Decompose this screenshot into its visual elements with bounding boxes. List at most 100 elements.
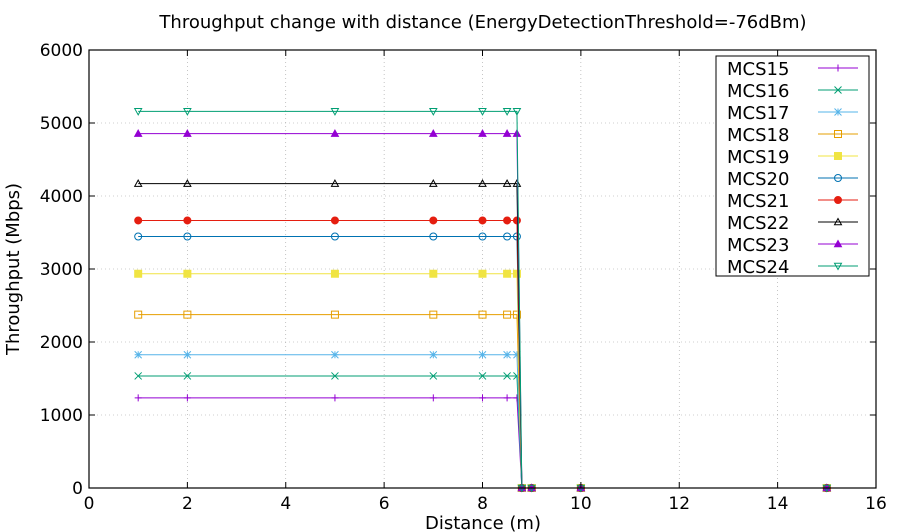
data-point bbox=[134, 216, 143, 225]
data-point bbox=[512, 179, 522, 187]
x-tick-label: 8 bbox=[477, 494, 488, 514]
data-point bbox=[429, 216, 438, 225]
legend-label: MCS23 bbox=[727, 235, 789, 256]
data-point bbox=[479, 394, 486, 402]
legend-marker bbox=[834, 64, 842, 72]
y-tick-label: 0 bbox=[72, 479, 83, 499]
legend-item-mcs19: MCS19 bbox=[727, 147, 858, 168]
data-point bbox=[134, 350, 143, 359]
data-point bbox=[478, 310, 487, 319]
data-point bbox=[429, 269, 438, 278]
data-point bbox=[330, 129, 340, 137]
chart-title: Throughput change with distance (EnergyD… bbox=[158, 12, 806, 33]
legend-marker bbox=[833, 262, 843, 271]
data-point bbox=[478, 350, 487, 359]
data-point bbox=[331, 394, 339, 402]
y-tick-label: 2000 bbox=[40, 333, 83, 353]
x-tick-label: 2 bbox=[182, 494, 193, 514]
legend-item-mcs20: MCS20 bbox=[727, 169, 858, 190]
data-point bbox=[133, 108, 143, 116]
data-point bbox=[183, 232, 192, 241]
legend-box bbox=[715, 55, 870, 277]
legend-marker bbox=[834, 174, 842, 182]
data-point bbox=[512, 310, 521, 319]
data-point bbox=[513, 350, 521, 359]
data-point bbox=[183, 108, 192, 116]
data-point bbox=[330, 179, 340, 187]
legend-marker bbox=[833, 239, 843, 248]
data-point bbox=[478, 129, 487, 137]
data-point bbox=[512, 269, 521, 278]
data-point bbox=[503, 310, 512, 319]
x-tick-label: 0 bbox=[84, 494, 95, 514]
data-point bbox=[330, 310, 339, 319]
legend-label: MCS20 bbox=[727, 169, 789, 190]
legend: MCS15MCS16MCS17MCS18MCS19MCS20MCS21MCS22… bbox=[715, 55, 870, 278]
data-point bbox=[428, 129, 438, 137]
data-point bbox=[429, 394, 437, 402]
data-point bbox=[183, 179, 192, 187]
y-tick-label: 6000 bbox=[40, 41, 83, 61]
data-point bbox=[512, 216, 521, 225]
data-point bbox=[478, 108, 487, 116]
data-point bbox=[503, 372, 511, 380]
data-point bbox=[428, 108, 438, 116]
legend-item-mcs24: MCS24 bbox=[727, 257, 858, 278]
data-point bbox=[330, 269, 339, 278]
data-point bbox=[330, 216, 339, 225]
legend-label: MCS15 bbox=[727, 59, 789, 80]
data-point bbox=[503, 394, 511, 402]
data-point bbox=[503, 232, 512, 241]
data-point bbox=[183, 350, 192, 359]
x-tick-label: 12 bbox=[668, 494, 690, 514]
legend-label: MCS22 bbox=[727, 213, 789, 234]
ticks: 0 2 4 6 8 10 12 14 16 0 1000 2000 3000 4000 5000 6000 bbox=[40, 41, 887, 514]
data-point bbox=[478, 232, 487, 241]
x-tick-label: 4 bbox=[280, 494, 291, 514]
data-point bbox=[183, 394, 191, 402]
data-point bbox=[183, 269, 192, 278]
x-tick-label: 16 bbox=[865, 494, 887, 514]
x-tick-label: 6 bbox=[379, 494, 390, 514]
data-point bbox=[183, 216, 192, 225]
legend-item-mcs23: MCS23 bbox=[727, 235, 858, 256]
x-axis-title: Distance (m) bbox=[425, 513, 541, 532]
legend-item-mcs21: MCS21 bbox=[727, 191, 858, 212]
legend-marker bbox=[834, 152, 842, 160]
data-point bbox=[183, 129, 192, 137]
legend-item-mcs15: MCS15 bbox=[727, 59, 858, 80]
legend-item-mcs22: MCS22 bbox=[727, 213, 858, 234]
data-point bbox=[478, 269, 487, 278]
legend-label: MCS24 bbox=[727, 257, 789, 278]
data-point bbox=[429, 350, 438, 359]
data-point bbox=[330, 108, 340, 116]
data-point bbox=[133, 179, 143, 187]
data-point bbox=[331, 350, 339, 359]
data-point bbox=[502, 179, 512, 187]
series-line bbox=[138, 375, 827, 489]
data-point bbox=[503, 216, 512, 225]
data-point bbox=[134, 310, 143, 319]
series-line bbox=[138, 273, 827, 489]
data-point bbox=[478, 179, 487, 187]
legend-marker bbox=[834, 130, 842, 138]
data-point bbox=[183, 310, 192, 319]
legend-marker bbox=[834, 86, 842, 94]
legend-label: MCS16 bbox=[727, 81, 789, 102]
legend-item-mcs18: MCS18 bbox=[727, 125, 858, 146]
data-point bbox=[429, 310, 438, 319]
legend-marker bbox=[833, 217, 843, 226]
legend-item-mcs16: MCS16 bbox=[727, 81, 858, 102]
data-point bbox=[429, 372, 438, 380]
y-axis-title: Throughput (Mbps) bbox=[3, 183, 24, 356]
legend-item-mcs17: MCS17 bbox=[727, 103, 858, 124]
data-point bbox=[503, 269, 512, 278]
data-point bbox=[331, 372, 339, 380]
data-point bbox=[133, 129, 143, 137]
legend-label: MCS19 bbox=[727, 147, 789, 168]
x-tick-label: 10 bbox=[570, 494, 592, 514]
data-point bbox=[512, 108, 522, 116]
data-point bbox=[134, 372, 143, 380]
legend-label: MCS17 bbox=[727, 103, 789, 124]
